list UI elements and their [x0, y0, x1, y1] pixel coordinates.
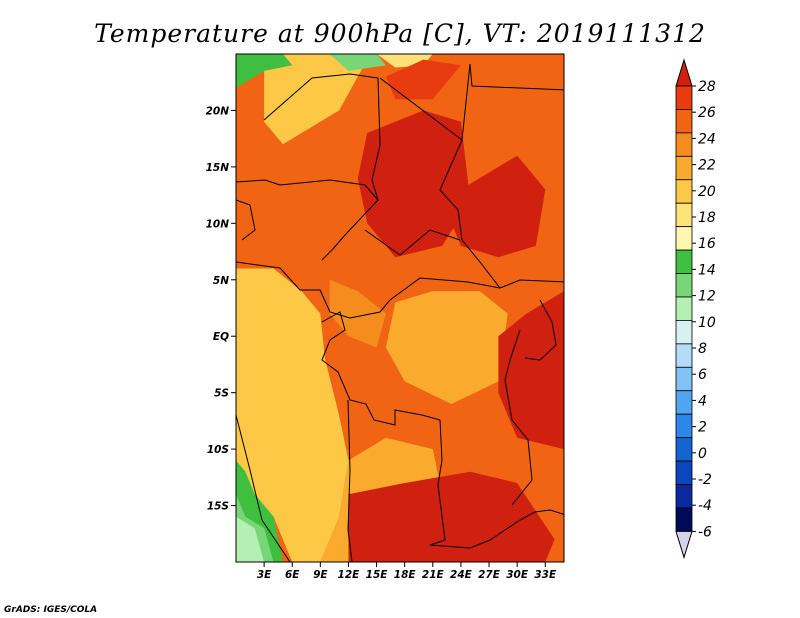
colorbar-swatch [675, 390, 693, 415]
border-line [439, 139, 564, 289]
border-line [504, 329, 533, 506]
border-line [236, 179, 379, 201]
credit-text: GrADS: IGES/COLA [4, 605, 97, 615]
border-line [379, 63, 564, 141]
temperature-region [236, 54, 293, 88]
border-line [429, 484, 564, 549]
colorbar-bottom-triangle [675, 530, 693, 560]
temperature-region [498, 291, 564, 450]
colorbar-swatch [675, 343, 693, 368]
y-tick-label: 15S [207, 501, 229, 513]
colorbar-swatch [675, 460, 693, 485]
colorbar-label: 6 [698, 367, 707, 383]
colorbar-label: 14 [698, 262, 716, 278]
y-tick-label: 5S [214, 388, 229, 400]
colorbar-swatch [675, 109, 693, 134]
y-tick-label: 10N [206, 218, 230, 230]
colorbar-swatch [675, 320, 693, 345]
temperature-region [329, 279, 386, 348]
border-line [364, 229, 461, 256]
colorbar-swatch [675, 155, 693, 181]
colorbar-label: 26 [698, 105, 716, 121]
colorbar-label: 20 [698, 184, 716, 200]
x-tick-label: 21E [422, 569, 445, 581]
x-axis: 3E 6E 9E 12E 15E 18E 21E 24E 27E 30E 33E [257, 562, 557, 581]
border-line [321, 311, 443, 486]
colorbar-label: 16 [698, 236, 716, 252]
colorbar-label: 24 [698, 131, 716, 147]
temperature-region [329, 54, 386, 71]
chart-title: Temperature at 900hPa [C], VT: 201911131… [94, 19, 706, 48]
x-tick-label: 9E [313, 569, 328, 581]
colorbar-swatch [675, 273, 693, 298]
colorbar-swatch [675, 179, 693, 204]
colorbar-swatch [675, 202, 693, 228]
x-tick-label: 33E [534, 569, 557, 581]
temperature-region [385, 59, 461, 100]
colorbar-swatch [675, 249, 693, 274]
colorbar-label: 18 [698, 210, 716, 226]
map-frame [235, 53, 565, 563]
temperature-region [236, 516, 265, 562]
colorbar-swatch [675, 296, 693, 321]
colorbar-label: 12 [698, 289, 716, 305]
colorbar-label: -4 [698, 498, 712, 514]
y-tick-label: 5N [213, 275, 229, 287]
x-tick-label: 27E [478, 569, 501, 581]
colorbar-label: 10 [698, 315, 716, 331]
colorbar-label: 8 [698, 341, 707, 357]
temperature-region [385, 291, 508, 404]
y-tick-label: 15N [206, 162, 230, 174]
colorbar-swatch [675, 437, 693, 462]
colorbar-swatch [675, 413, 693, 439]
border-line [236, 414, 291, 562]
colorbar-label: 2 [698, 420, 707, 436]
colorbar-label: 22 [698, 158, 716, 174]
colorbar-label: 4 [698, 393, 707, 409]
colorbar-swatch [675, 484, 693, 509]
x-tick-label: 3E [257, 569, 272, 581]
border-line [236, 261, 501, 319]
colorbar-swatch [675, 226, 693, 251]
x-tick-label: 6E [285, 569, 300, 581]
temperature-region [348, 471, 555, 562]
colorbar-top-triangle [675, 58, 693, 87]
y-tick-label: 20N [206, 105, 230, 117]
y-axis: 20N 15N 10N 5N EQ 5S 10S 15S [206, 105, 236, 513]
y-tick-label: 10S [207, 444, 229, 456]
x-tick-label: 18E [394, 569, 417, 581]
border-line [236, 199, 256, 241]
border-line [347, 399, 353, 562]
colorbar-label: 0 [698, 446, 707, 462]
x-tick-label: 15E [366, 569, 389, 581]
temperature-region [442, 155, 546, 258]
colorbar-label: -2 [698, 472, 712, 488]
temperature-field [236, 54, 564, 562]
temperature-region [236, 268, 349, 562]
colorbar-swatch [675, 366, 693, 392]
x-tick-label: 12E [338, 569, 361, 581]
x-tick-label: 24E [450, 569, 473, 581]
colorbar-swatch [675, 507, 693, 532]
y-tick-label: EQ [213, 331, 229, 343]
temperature-region [236, 54, 368, 145]
colorbar-swatch [675, 85, 693, 110]
country-borders [236, 63, 564, 562]
border-line [524, 299, 557, 361]
x-tick-label: 30E [506, 569, 529, 581]
border-line [263, 73, 381, 261]
colorbar-label: -6 [698, 524, 712, 540]
colorbar-label: 28 [698, 79, 716, 95]
colorbar-swatch [675, 132, 693, 157]
temperature-region [357, 110, 471, 258]
